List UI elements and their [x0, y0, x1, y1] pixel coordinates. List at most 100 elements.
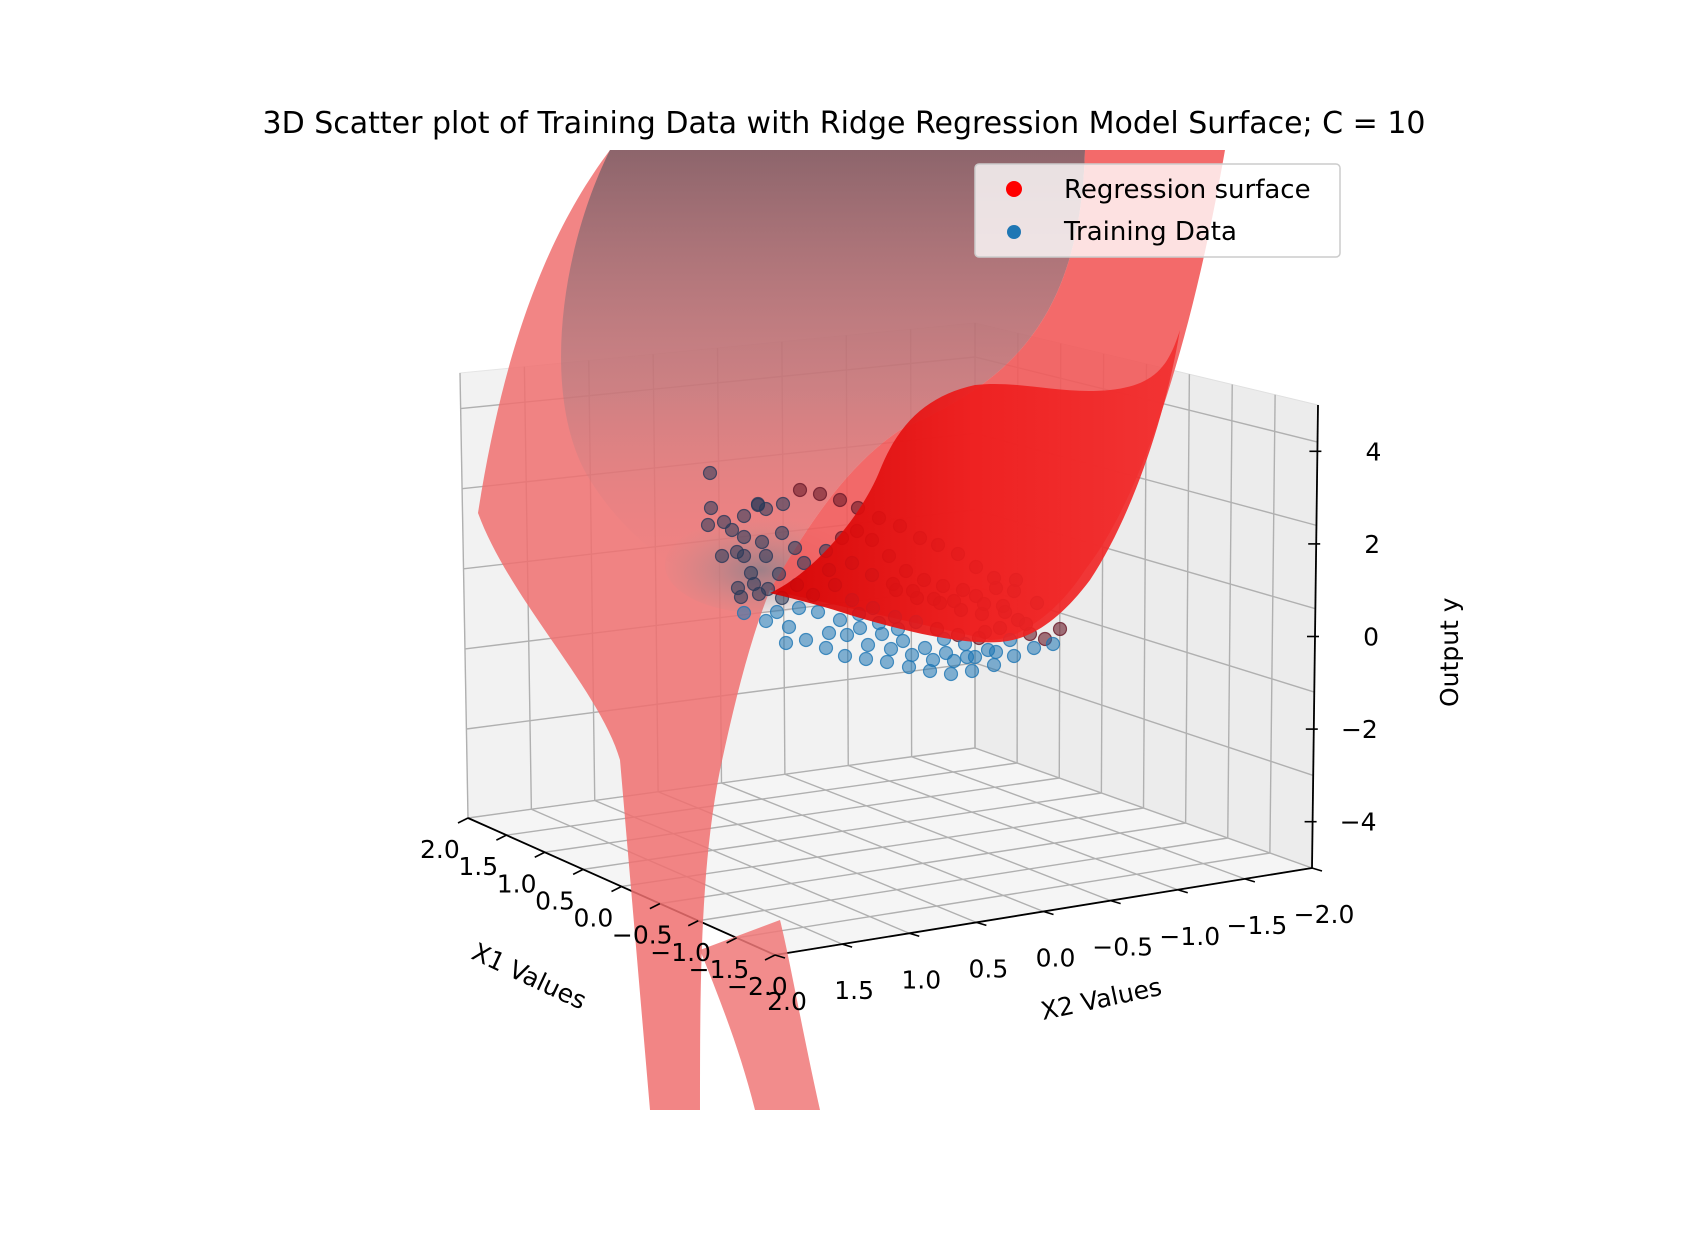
x2-tick-label: 1.5 [834, 976, 874, 1005]
x2-tick-mark [909, 932, 920, 938]
chart-title: 3D Scatter plot of Training Data with Ri… [263, 106, 1426, 141]
training-data-point [778, 635, 794, 651]
x2-floor-gridline [784, 773, 1111, 902]
training-data-point [1052, 621, 1068, 637]
z-axis-label: Output y [1435, 597, 1464, 707]
training-data-point [967, 649, 983, 665]
x1-tick-label: 1.0 [497, 869, 537, 898]
training-data-point [760, 581, 776, 597]
training-data-point [798, 632, 814, 648]
x2-axis-label: X2 Values [1038, 972, 1164, 1026]
x2-floor-gridline [974, 747, 1313, 869]
training-data-point [775, 496, 791, 512]
training-data-point [1045, 636, 1061, 652]
x2-tick-mark [1311, 867, 1323, 872]
z-tick-label: 4 [1365, 437, 1381, 466]
training-data-point [812, 486, 828, 502]
training-data-point [832, 492, 848, 508]
z-tick-label: −4 [1340, 808, 1377, 837]
surface-lower-tail [700, 920, 820, 1110]
x1-tick-mark [572, 868, 584, 876]
training-data-point [758, 548, 774, 564]
training-data-point [771, 566, 787, 582]
z-tick-label: 2 [1364, 530, 1380, 559]
training-data-point [736, 508, 752, 524]
training-data-point [943, 666, 959, 682]
x2-tick-label: −1.5 [1227, 911, 1288, 940]
x2-floor-gridline [911, 756, 1246, 880]
x1-tick-mark [726, 937, 737, 944]
training-data-point [946, 653, 962, 669]
training-data-point [750, 496, 766, 512]
training-data-point [1006, 648, 1022, 664]
training-data-point [774, 525, 790, 541]
training-data-point [743, 565, 759, 581]
x2-wall-gridline [1184, 374, 1191, 824]
training-data-point [781, 619, 797, 635]
x1-tick-mark [457, 817, 469, 824]
legend-box [974, 163, 1341, 258]
training-data-point [796, 555, 812, 571]
training-data-point [883, 641, 899, 657]
x2-tick-mark [841, 943, 853, 948]
x1-wall-gridline [459, 372, 469, 819]
z-tick-label: −2 [1341, 715, 1378, 744]
x2-tick-mark [774, 954, 786, 959]
legend-label-regression-surface: Regression surface [1064, 175, 1311, 205]
x1-tick-label: 2.0 [420, 835, 460, 864]
training-data-point [787, 540, 803, 556]
legend: Regression surface Training Data [974, 163, 1341, 258]
training-data-point [895, 633, 911, 649]
x1-tick-mark [687, 920, 699, 927]
x2-tick-label: 1.0 [901, 965, 941, 994]
training-data-point [925, 652, 941, 668]
x1-tick-label: −0.5 [612, 921, 673, 950]
x2-tick-label: −1.0 [1159, 922, 1220, 951]
x2-tick-label: 0.0 [1036, 944, 1076, 973]
x1-tick-label: 1.5 [458, 852, 498, 881]
training-data-point [1026, 640, 1042, 656]
training-data-point [986, 657, 1002, 673]
x1-tick-label: −1.0 [650, 938, 711, 967]
x2-tick-label: −0.5 [1092, 933, 1153, 962]
x2-tick-mark [1244, 878, 1256, 883]
training-data-point [714, 548, 730, 564]
training-data-point [858, 651, 874, 667]
surface-ridge [770, 330, 1180, 643]
training-data-point [700, 517, 716, 533]
training-data-point [821, 625, 837, 641]
x1-tick-mark [611, 885, 622, 893]
training-data-point [730, 580, 746, 596]
training-data-point [917, 640, 933, 656]
training-data-point [791, 600, 807, 616]
x2-tick-mark [1110, 899, 1121, 905]
training-data-point [852, 620, 868, 636]
x2-tick-label: 2.0 [767, 987, 807, 1016]
training-data-point [769, 604, 785, 620]
training-data-point [988, 644, 1004, 660]
x1-axis-label: X1 Values [467, 937, 590, 1015]
training-data-point [736, 605, 752, 621]
training-data-point [810, 604, 826, 620]
x2-tick-mark [1177, 888, 1188, 894]
training-data-point [964, 663, 980, 679]
x1-tick-mark [764, 954, 776, 961]
training-data-point [879, 654, 895, 670]
training-data-point [716, 514, 732, 530]
training-data-point [818, 640, 834, 656]
x1-tick-label: −2.0 [727, 972, 788, 1001]
axis-ticks: 2.01.51.00.50.0−0.5−1.0−1.5−2.02.0 1.5 1.0… [420, 437, 1381, 1016]
x2-floor-gridline [848, 764, 1178, 891]
x2-wall-gridline [1227, 384, 1233, 839]
training-data-point [839, 627, 855, 643]
x1-tick-mark [496, 834, 507, 841]
x1-tick-label: 0.5 [535, 886, 575, 915]
x2-tick-mark [1043, 910, 1054, 916]
training-data-point [901, 659, 917, 675]
x1-tick-mark [534, 851, 546, 858]
training-data-point [702, 465, 718, 481]
training-data-point [736, 529, 752, 545]
training-data-point [792, 482, 808, 498]
training-data-point [904, 647, 920, 663]
